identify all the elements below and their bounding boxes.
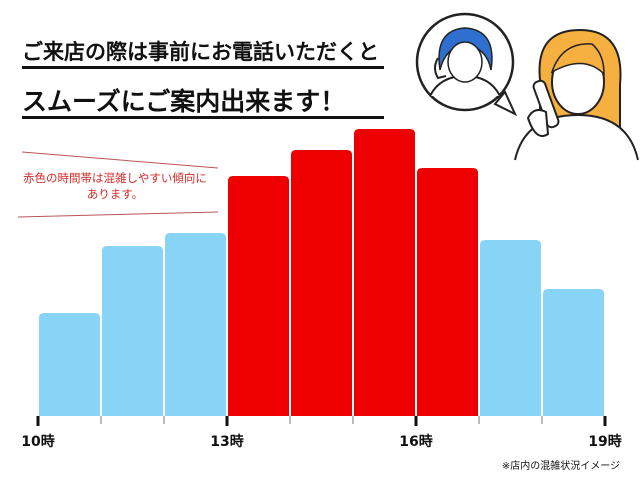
divider <box>22 66 384 69</box>
bar-13時 <box>228 176 289 416</box>
bar-15時 <box>354 129 415 416</box>
bar-10時 <box>39 313 100 416</box>
note-line-2: あります。 <box>86 187 144 201</box>
bar-16時 <box>417 168 478 416</box>
bar-17時 <box>480 240 541 416</box>
divider <box>22 116 384 119</box>
note-line-top <box>21 151 219 169</box>
x-tick-label: 16時 <box>399 433 432 450</box>
headline-line-1: ご来店の際は事前にお電話いただくと <box>22 40 379 64</box>
note-line-1: 赤色の時間帯は混雑しやすい傾向に <box>23 171 207 185</box>
headline-line-2: スムーズにご案内出来ます！ <box>22 87 346 116</box>
bar-12時 <box>165 233 226 416</box>
x-tick-label: 10時 <box>21 433 54 450</box>
operator-illustration-icon <box>415 12 518 117</box>
bar-14時 <box>291 150 352 416</box>
customer-illustration-icon <box>514 28 639 161</box>
busy-note: 赤色の時間帯は混雑しやすい傾向に あります。 <box>10 170 220 202</box>
footnote: ※店内の混雑状況イメージ <box>501 461 620 472</box>
bar-18時 <box>543 289 604 416</box>
x-tick-label: 19時 <box>588 433 621 450</box>
x-tick-label: 13時 <box>210 433 243 450</box>
bar-11時 <box>102 246 163 416</box>
note-line-bottom <box>17 211 219 218</box>
